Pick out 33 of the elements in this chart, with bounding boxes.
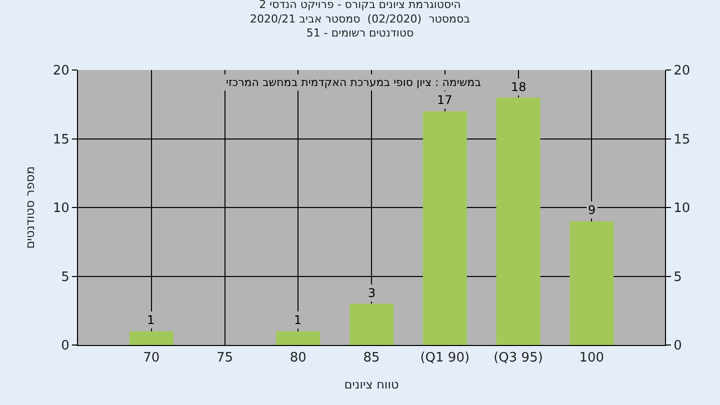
bar <box>276 331 320 345</box>
y-tick-label: 20 <box>52 64 70 79</box>
data-label: 1 <box>147 313 155 327</box>
x-tick-label: 85 <box>363 350 380 366</box>
x-tick-label: 100 <box>579 350 604 366</box>
bar <box>349 304 394 345</box>
x-tick-label: 75 <box>216 350 234 366</box>
x-tick-label: 80 <box>290 350 306 366</box>
data-label: 1 <box>294 313 302 327</box>
y2-tick-label: 5 <box>674 270 682 285</box>
data-label: 17 <box>437 93 452 107</box>
y2-tick-label: 15 <box>674 132 690 148</box>
y-axis-title: מספר סטודנטים <box>23 166 38 249</box>
x-tick-label: (Q3 95) <box>494 350 543 366</box>
annotation: במשימה : ציון סופי במערכת האקדמית במחשב המרכזי <box>226 76 481 89</box>
bar <box>570 221 614 345</box>
bar <box>422 111 467 345</box>
x-tick-label: 70 <box>143 350 160 366</box>
bar <box>496 98 540 345</box>
data-label: 3 <box>368 286 376 300</box>
y-tick-label: 10 <box>52 201 70 216</box>
y2-tick-label: 20 <box>674 64 690 79</box>
y-tick-label: 5 <box>61 270 70 285</box>
y2-tick-label: 0 <box>674 338 682 354</box>
chart-title: היסטוגרמת ציונים בקורס - פרויקט הנדסי 2 בסמסטר (02/2020) סמסטר אביב 2020/21 סטודנטים רשומים - 51 <box>250 0 470 40</box>
y2-tick-label: 10 <box>674 201 690 216</box>
y-tick-label: 15 <box>52 132 70 148</box>
y-tick-label: 0 <box>61 338 70 354</box>
x-axis-title: טווח ציונים <box>344 378 399 392</box>
data-label: 18 <box>511 80 526 94</box>
data-label: 9 <box>588 203 596 217</box>
x-tick-label: (Q1 90) <box>420 350 470 366</box>
bar <box>129 331 174 345</box>
